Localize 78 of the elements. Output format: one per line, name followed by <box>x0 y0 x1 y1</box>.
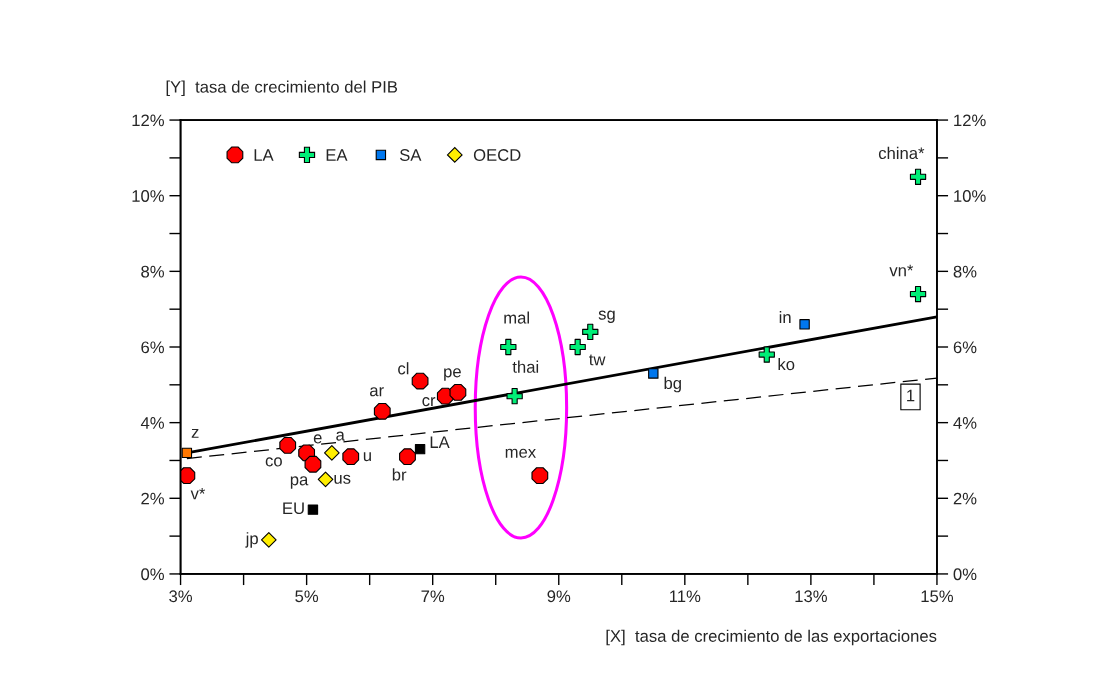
point <box>317 471 334 488</box>
y-tick-label: 12% <box>132 114 164 127</box>
y2-tick-label: 2% <box>953 492 977 505</box>
point <box>758 346 775 363</box>
annotation: cl <box>398 362 409 375</box>
point <box>411 372 429 390</box>
point <box>648 368 659 379</box>
annotation: sg <box>598 310 615 323</box>
point <box>569 338 586 356</box>
annotation: mex <box>505 448 536 458</box>
annotation: u <box>363 452 371 462</box>
x-tick-label: 3% <box>169 590 193 603</box>
annotation: mal <box>504 311 529 324</box>
x-tick-label: 9% <box>547 590 571 603</box>
x-tick-label: 5% <box>295 590 319 603</box>
annotation: ko <box>778 357 795 371</box>
annotation: v* <box>190 487 206 500</box>
y-tick-label: 0% <box>141 568 164 581</box>
annotation: ar <box>370 387 384 397</box>
x-tick-label: 15% <box>921 590 954 603</box>
x-tick-label: 11% <box>670 590 701 603</box>
point <box>909 285 927 303</box>
y-tick-label: 8% <box>141 265 164 278</box>
annotation: in <box>779 310 791 324</box>
annotation: cr <box>422 397 436 407</box>
point <box>506 388 523 405</box>
annotation: z <box>191 428 199 438</box>
annotation: china* <box>878 146 925 160</box>
point <box>582 323 599 341</box>
point <box>500 338 517 356</box>
y-tick-label: 10% <box>132 190 164 202</box>
point <box>342 448 360 466</box>
legend-label: LA <box>254 149 274 161</box>
point <box>449 383 467 401</box>
annotation: bg <box>664 376 681 393</box>
y-axis-title: [Y] tasa de crecimiento del PIB <box>166 80 398 97</box>
annotation: pe <box>444 368 461 381</box>
annotation: e <box>313 434 322 444</box>
point <box>414 443 426 455</box>
annotation: co <box>265 457 282 467</box>
x-tick-label: 7% <box>421 590 445 603</box>
annotation: us <box>334 474 351 484</box>
y2-tick-label: 10% <box>954 190 986 202</box>
x-axis-title: [X] tasa de crecimiento de las exportaciones <box>606 629 937 646</box>
annotation: LA <box>430 436 450 448</box>
point <box>260 532 277 548</box>
point <box>324 445 340 461</box>
point <box>399 448 416 466</box>
y-tick-label: 2% <box>141 492 164 505</box>
annotation: tw <box>589 354 606 366</box>
annotation: thai <box>512 360 539 373</box>
annotation: vn* <box>889 264 914 277</box>
annotation: 1 <box>907 389 915 402</box>
point <box>307 504 319 515</box>
y2-tick-label: 8% <box>953 265 977 278</box>
y-tick-label: 4% <box>140 417 164 429</box>
y2-tick-label: 0% <box>953 568 977 581</box>
annotation: br <box>392 468 407 481</box>
annotation: pa <box>290 476 309 489</box>
point <box>909 168 927 185</box>
point <box>304 455 322 473</box>
point <box>181 447 193 459</box>
y-tick-label: 6% <box>141 341 164 354</box>
y2-tick-label: 12% <box>954 114 986 127</box>
x-tick-label: 13% <box>795 590 827 603</box>
annotation: a <box>336 431 345 441</box>
point <box>531 467 549 485</box>
legend-label: OECD <box>473 149 521 161</box>
y2-tick-label: 4% <box>953 417 977 429</box>
point <box>279 436 297 454</box>
point <box>180 467 196 485</box>
annotation: jp <box>245 532 258 548</box>
legend-label: EA <box>326 149 348 161</box>
point <box>799 319 810 330</box>
point <box>373 402 391 420</box>
legend-label: SA <box>399 149 422 161</box>
y2-tick-label: 6% <box>953 341 977 354</box>
annotation: EU <box>283 502 304 515</box>
